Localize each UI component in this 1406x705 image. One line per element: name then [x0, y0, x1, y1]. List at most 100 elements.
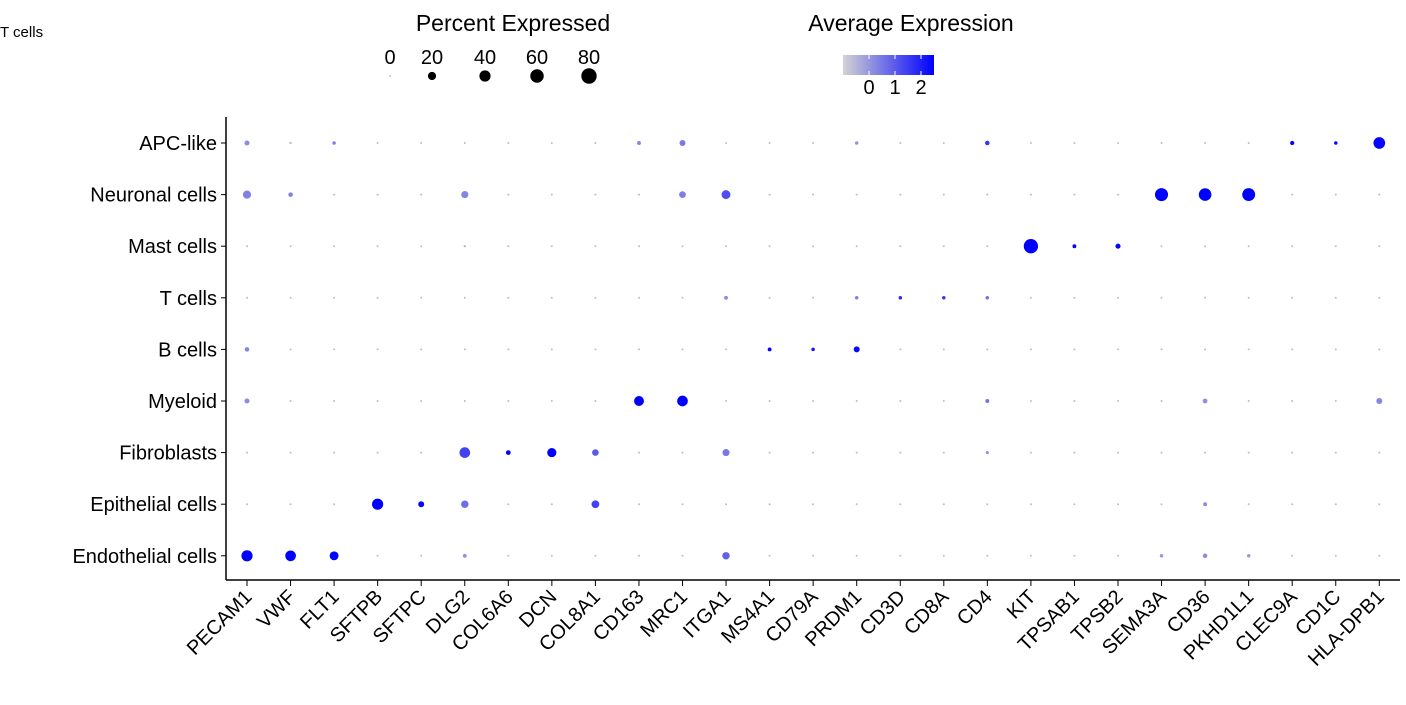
dot-apc-like-tpsb2 — [1116, 141, 1120, 145]
dot-mast-cells-tpsb2 — [1115, 243, 1121, 249]
dot-b-cells-ms4a1 — [767, 347, 772, 352]
dot-endothelial-cells-col6a6 — [507, 554, 510, 557]
dot-endothelial-cells-pkhd1l1 — [1246, 554, 1251, 558]
y-label-mast-cells: Mast cells — [128, 236, 217, 258]
dot-fibroblasts-clec9a — [1291, 451, 1294, 454]
dot-t-cells-sftpc — [420, 296, 423, 299]
dot-apc-like-cd163 — [637, 141, 641, 145]
dot-b-cells-cd8a — [942, 348, 945, 351]
dot-endothelial-cells-vwf — [285, 550, 296, 562]
dot-epithelial-cells-col6a6 — [507, 503, 510, 506]
dot-fibroblasts-sema3a — [1160, 451, 1163, 454]
dot-fibroblasts-dlg2 — [459, 447, 471, 458]
legend-size-label-20: 20 — [421, 47, 443, 69]
y-label-epithelial-cells: Epithelial cells — [90, 494, 217, 516]
dot-b-cells-sema3a — [1160, 348, 1163, 351]
dot-apc-like-ms4a1 — [768, 141, 771, 145]
dot-epithelial-cells-clec9a — [1291, 503, 1294, 506]
dot-mast-cells-itga1 — [724, 245, 728, 248]
dot-fibroblasts-tpsab1 — [1073, 451, 1076, 454]
dot-b-cells-clec9a — [1291, 348, 1294, 351]
legend-size-label-60: 60 — [526, 47, 548, 69]
dot-neuronal-cells-cd1c — [1334, 193, 1337, 196]
dot-neuronal-cells-vwf — [288, 192, 293, 197]
dot-endothelial-cells-kit — [1029, 554, 1032, 557]
dot-fibroblasts-kit — [1029, 451, 1032, 454]
dot-fibroblasts-itga1 — [722, 449, 730, 457]
dot-apc-like-sema3a — [1160, 141, 1163, 145]
colorbar-label-1: 1 — [889, 77, 900, 99]
dot-mast-cells-cd79a — [812, 245, 815, 248]
dot-myeloid-clec9a — [1291, 399, 1294, 403]
dot-myeloid-cd163 — [634, 396, 644, 406]
dot-fibroblasts-prdm1 — [855, 451, 858, 454]
dot-apc-like-cd3d — [899, 141, 902, 145]
dot-t-cells-cd163 — [637, 296, 641, 299]
dot-epithelial-cells-cd4 — [986, 503, 989, 506]
dot-neuronal-cells-cd3d — [899, 193, 902, 196]
y-label-fibroblasts: Fibroblasts — [119, 443, 217, 465]
dot-t-cells-hla-dpb1 — [1378, 296, 1381, 299]
dot-epithelial-cells-dlg2 — [461, 500, 469, 508]
dot-endothelial-cells-mrc1 — [681, 554, 684, 557]
dot-apc-like-pecam1 — [244, 140, 250, 146]
dot-t-cells-kit — [1029, 296, 1032, 299]
dot-endothelial-cells-hla-dpb1 — [1378, 554, 1381, 557]
dot-fibroblasts-col6a6 — [505, 450, 511, 455]
dot-fibroblasts-cd8a — [942, 451, 945, 454]
dot-apc-like-dlg2 — [463, 141, 466, 145]
dot-myeloid-tpsb2 — [1116, 399, 1120, 403]
dot-apc-like-kit — [1029, 141, 1032, 145]
dot-t-cells-col8a1 — [594, 296, 597, 299]
colorbar-label-2: 2 — [915, 77, 926, 99]
dot-mast-cells-cd8a — [942, 245, 945, 248]
dot-b-cells-pecam1 — [244, 347, 250, 352]
dot-t-cells-tpsab1 — [1073, 296, 1076, 299]
dot-myeloid-cd1c — [1334, 399, 1337, 403]
dot-endothelial-cells-col8a1 — [594, 554, 597, 557]
dot-mast-cells-sema3a — [1160, 245, 1163, 248]
legend-size-title: Percent Expressed — [416, 10, 610, 36]
dot-b-cells-cd4 — [986, 348, 989, 351]
dot-myeloid-cd4 — [985, 399, 990, 403]
dot-epithelial-cells-ms4a1 — [768, 503, 771, 506]
dot-epithelial-cells-cd36 — [1203, 502, 1208, 507]
colorbar — [843, 55, 934, 75]
dot-t-cells-pecam1 — [245, 296, 249, 299]
dot-apc-like-cd4 — [985, 140, 990, 146]
dot-b-cells-cd3d — [899, 348, 902, 351]
dot-epithelial-cells-cd79a — [812, 503, 815, 506]
dot-mast-cells-flt1 — [333, 245, 336, 248]
dot-myeloid-cd3d — [899, 399, 902, 403]
dot-fibroblasts-sftpb — [376, 451, 379, 454]
dot-myeloid-mrc1 — [677, 395, 688, 407]
dot-fibroblasts-sftpc — [420, 451, 423, 454]
dot-myeloid-col6a6 — [507, 399, 510, 403]
dot-endothelial-cells-cd1c — [1334, 554, 1337, 557]
dot-b-cells-vwf — [289, 348, 292, 351]
dot-b-cells-pkhd1l1 — [1247, 348, 1250, 351]
dot-fibroblasts-dcn — [547, 448, 557, 458]
dot-myeloid-cd79a — [812, 399, 815, 403]
dot-neuronal-cells-kit — [1029, 193, 1032, 196]
dot-neuronal-cells-sftpc — [420, 193, 423, 196]
y-label-t-cells: T cells — [160, 288, 217, 310]
dot-epithelial-cells-itga1 — [724, 503, 728, 506]
dot-t-cells-dlg2 — [463, 296, 466, 299]
dot-b-cells-cd36 — [1204, 348, 1207, 351]
dot-myeloid-ms4a1 — [768, 399, 771, 403]
dot-mast-cells-vwf — [289, 245, 292, 248]
dot-t-cells-sema3a — [1160, 296, 1163, 299]
dot-mast-cells-tpsab1 — [1072, 244, 1077, 249]
dot-neuronal-cells-col8a1 — [594, 193, 597, 196]
dot-epithelial-cells-pecam1 — [245, 503, 249, 506]
legend-size-label-40: 40 — [474, 47, 496, 69]
dot-epithelial-cells-sftpc — [418, 501, 425, 508]
dot-t-cells-cd3d — [898, 296, 903, 300]
dot-epithelial-cells-prdm1 — [855, 503, 858, 506]
dot-epithelial-cells-cd8a — [942, 503, 945, 506]
dot-endothelial-cells-pecam1 — [241, 550, 253, 562]
dot-neuronal-cells-mrc1 — [679, 191, 686, 198]
dot-t-cells-sftpb — [376, 296, 379, 299]
